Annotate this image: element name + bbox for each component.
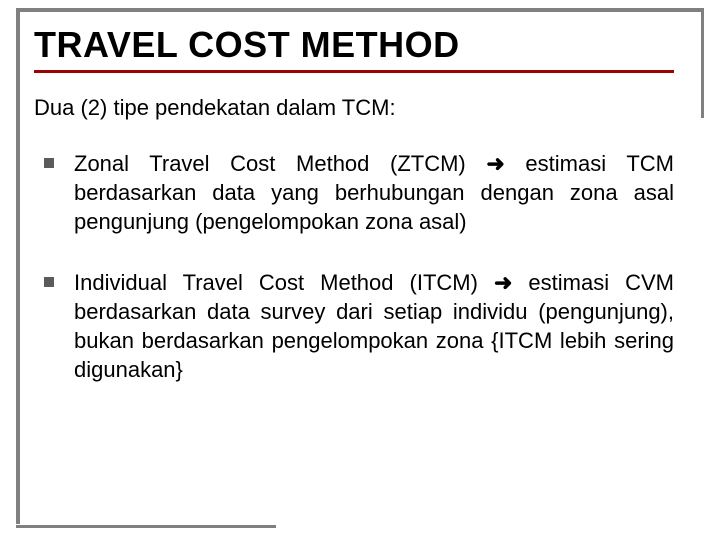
intro-text: Dua (2) tipe pendekatan dalam TCM: [34, 95, 690, 121]
slide: TRAVEL COST METHOD Dua (2) tipe pendekat… [0, 0, 720, 540]
frame-right [701, 8, 704, 118]
bullet-list: Zonal Travel Cost Method (ZTCM) ➜ estima… [34, 149, 690, 384]
bullet-text: Individual Travel Cost Method (ITCM) ➜ e… [74, 268, 674, 384]
arrow-icon: ➜ [494, 270, 512, 295]
slide-title: TRAVEL COST METHOD [34, 24, 690, 66]
bullet-lead: Zonal Travel Cost Method (ZTCM) [74, 151, 486, 176]
title-underline [34, 70, 674, 73]
bullet-marker-icon [44, 277, 54, 287]
content-area: TRAVEL COST METHOD Dua (2) tipe pendekat… [34, 18, 690, 520]
bullet-lead: Individual Travel Cost Method (ITCM) [74, 270, 494, 295]
frame-bottom [16, 525, 276, 528]
list-item: Zonal Travel Cost Method (ZTCM) ➜ estima… [44, 149, 690, 236]
frame-top [16, 8, 704, 12]
bullet-text: Zonal Travel Cost Method (ZTCM) ➜ estima… [74, 149, 674, 236]
frame-left [16, 8, 20, 524]
list-item: Individual Travel Cost Method (ITCM) ➜ e… [44, 268, 690, 384]
arrow-icon: ➜ [486, 151, 504, 176]
bullet-marker-icon [44, 158, 54, 168]
